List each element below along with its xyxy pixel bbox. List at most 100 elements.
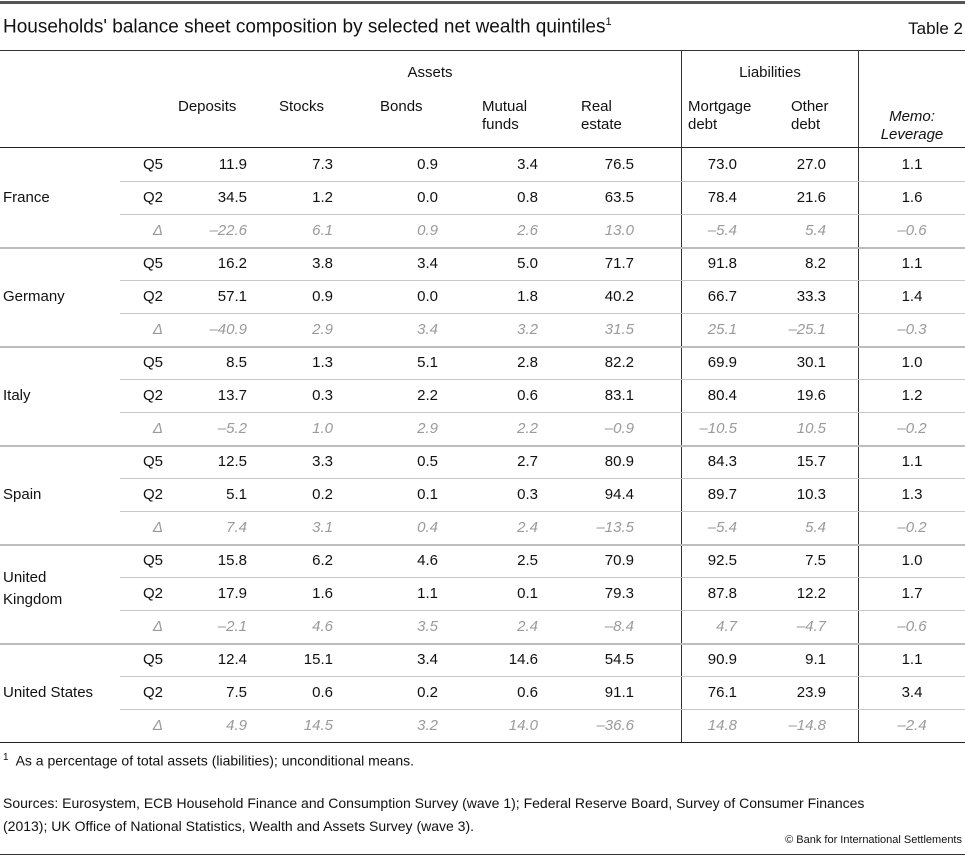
leverage-cell: –0.3 (897, 321, 927, 338)
leverage-cell: 1.0 (901, 354, 923, 371)
table-cell: 14.0 (508, 717, 538, 734)
table-cell: 91.1 (604, 684, 634, 701)
country-label: Germany (3, 288, 65, 305)
table-cell: 21.6 (796, 189, 826, 206)
table-cell: 1.8 (517, 288, 538, 305)
column-header-line1: Mortgage (688, 98, 752, 115)
row-label: Q5 (142, 552, 163, 569)
table-cell: 0.5 (417, 453, 438, 470)
table-cell: 1.0 (312, 420, 333, 437)
table-cell: 30.1 (796, 354, 826, 371)
table-cell: 0.0 (417, 288, 438, 305)
table-cell: 7.3 (312, 156, 333, 173)
table-cell: 0.6 (517, 684, 538, 701)
column-header-line1: Other (791, 98, 829, 115)
table-cell: 57.1 (217, 288, 247, 305)
table-cell: –13.5 (596, 519, 634, 536)
table-cell: –10.5 (699, 420, 737, 437)
top-rule (0, 1, 965, 4)
table-cell: 54.5 (604, 651, 634, 668)
table-cell: 63.5 (604, 189, 634, 206)
table-cell: 0.9 (312, 288, 333, 305)
country-label-line: Kingdom (3, 591, 63, 608)
leverage-cell: –0.6 (897, 222, 927, 239)
table-cell: 1.6 (312, 585, 333, 602)
table-cell: 94.4 (604, 486, 634, 503)
table-cell: 31.5 (604, 321, 634, 338)
header-bottom-rule (0, 147, 965, 148)
table-cell: –5.4 (707, 222, 737, 239)
table-cell: 12.5 (217, 453, 247, 470)
liabilities-divider (681, 51, 682, 742)
row-separator (120, 412, 965, 413)
leverage-cell: 1.7 (901, 585, 923, 602)
table-cell: 14.6 (508, 651, 538, 668)
group-separator (0, 544, 965, 546)
table-cell: 2.2 (417, 387, 438, 404)
table-cell: 34.5 (217, 189, 247, 206)
table-cell: 1.1 (417, 585, 438, 602)
table-cell: 27.0 (796, 156, 826, 173)
column-header: Real estate (581, 98, 622, 134)
row-separator (120, 313, 965, 314)
row-label: Q2 (142, 684, 163, 701)
column-header: Stocks (279, 98, 324, 116)
leverage-cell: 1.1 (901, 255, 923, 272)
country-label: France (3, 189, 50, 206)
group-separator (0, 445, 965, 447)
row-label: Q5 (142, 651, 163, 668)
leverage-cell: 1.1 (901, 453, 923, 470)
leverage-cell: 1.2 (901, 387, 923, 404)
table-cell: 0.3 (312, 387, 333, 404)
table-cell: 7.5 (226, 684, 247, 701)
column-header: Other debt (791, 98, 829, 134)
row-label: Q2 (142, 486, 163, 503)
table-cell: 3.1 (312, 519, 333, 536)
table-cell: 10.3 (796, 486, 826, 503)
country-label: United States (3, 684, 94, 701)
table-cell: 2.6 (517, 222, 538, 239)
leverage-cell: 1.0 (901, 552, 923, 569)
table-cell: 0.3 (517, 486, 538, 503)
table-cell: 4.6 (417, 552, 438, 569)
table-cell: 16.2 (217, 255, 247, 272)
row-label: Δ (152, 222, 163, 239)
table-cell: 1.3 (312, 354, 333, 371)
table-cell: 84.3 (707, 453, 737, 470)
row-separator (120, 181, 965, 182)
table-cell: –22.6 (209, 222, 247, 239)
leverage-cell: –0.2 (897, 519, 927, 536)
table-cell: 5.1 (417, 354, 438, 371)
column-header-line1: Mutual (482, 98, 528, 115)
leverage-cell: 1.1 (901, 651, 923, 668)
table-cell: 7.4 (226, 519, 247, 536)
table-cell: 12.4 (217, 651, 247, 668)
table-cell: 2.7 (517, 453, 538, 470)
row-label: Δ (152, 717, 163, 734)
row-separator (120, 610, 965, 611)
table-cell: 69.9 (707, 354, 737, 371)
leverage-cell: 1.3 (901, 486, 923, 503)
table-cell: 0.8 (517, 189, 538, 206)
table-cell: 15.7 (796, 453, 826, 470)
row-label: Δ (152, 420, 163, 437)
table-cell: 0.1 (517, 585, 538, 602)
table-cell: 3.4 (417, 651, 438, 668)
table-cell: 14.8 (707, 717, 737, 734)
country-label-line: United (3, 569, 47, 586)
table-cell: 87.8 (707, 585, 737, 602)
column-header-line2: estate (581, 116, 622, 133)
table-cell: –40.9 (209, 321, 247, 338)
table-cell: 5.0 (517, 255, 538, 272)
table-cell: 80.9 (604, 453, 634, 470)
leverage-cell: 1.6 (901, 189, 923, 206)
memo-leverage-header: Memo: Leverage (880, 108, 944, 143)
table-cell: 0.2 (417, 684, 438, 701)
table-cell: 76.1 (707, 684, 737, 701)
table-cell: 25.1 (707, 321, 737, 338)
table-cell: 91.8 (707, 255, 737, 272)
table-cell: 5.4 (805, 519, 826, 536)
table-cell: 3.2 (417, 717, 438, 734)
table-cell: –36.6 (596, 717, 634, 734)
